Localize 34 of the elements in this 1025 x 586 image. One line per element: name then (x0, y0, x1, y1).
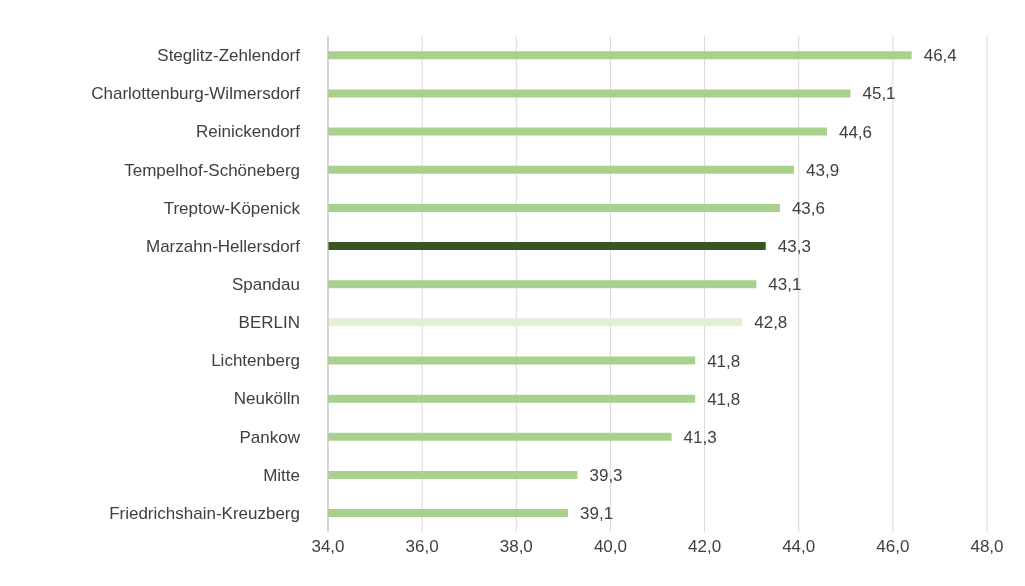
y-tick-label: Friedrichshain-Kreuzberg (109, 503, 300, 523)
data-label: 44,6 (838, 122, 873, 142)
x-tick-label: 42,0 (688, 537, 722, 557)
y-tick-label: Lichtenberg (211, 351, 300, 371)
y-tick-label: Tempelhof-Schöneberg (124, 160, 300, 180)
y-tick-label: Steglitz-Zehlendorf (157, 46, 301, 66)
data-label: 43,6 (791, 198, 825, 218)
x-tick-label: 40,0 (593, 537, 627, 557)
y-tick-label: Marzahn-Hellersdorf (146, 236, 301, 256)
x-tick-label: 36,0 (405, 537, 439, 557)
y-tick-label: Reinickendorf (196, 122, 301, 142)
y-tick-label: Mitte (263, 465, 300, 485)
y-tick-label: BERLIN (238, 313, 300, 333)
y-tick-label: Pankow (239, 427, 301, 447)
data-label: 39,3 (589, 465, 623, 485)
y-tick-label: Treptow-Köpenick (163, 198, 301, 218)
x-tick-label: 44,0 (782, 537, 816, 557)
data-label: 41,3 (683, 427, 717, 447)
data-label: 43,3 (777, 237, 811, 257)
data-label: 42,8 (754, 313, 788, 333)
y-tick-label: Spandau (231, 275, 300, 295)
y-tick-label: Neukölln (233, 389, 300, 409)
data-label: 39,1 (580, 504, 614, 524)
data-label: 43,9 (806, 160, 840, 180)
x-tick-label: 48,0 (970, 537, 1004, 557)
data-label: 43,1 (768, 275, 802, 295)
data-label: 41,8 (707, 389, 741, 409)
x-tick-label: 38,0 (499, 537, 533, 557)
x-tick-label: 46,0 (876, 537, 910, 557)
x-tick-label: 34,0 (311, 537, 345, 557)
data-label: 45,1 (862, 84, 896, 104)
data-label: 41,8 (707, 351, 741, 371)
data-label: 46,4 (923, 46, 957, 66)
y-tick-label: Charlottenburg-Wilmersdorf (91, 84, 301, 104)
